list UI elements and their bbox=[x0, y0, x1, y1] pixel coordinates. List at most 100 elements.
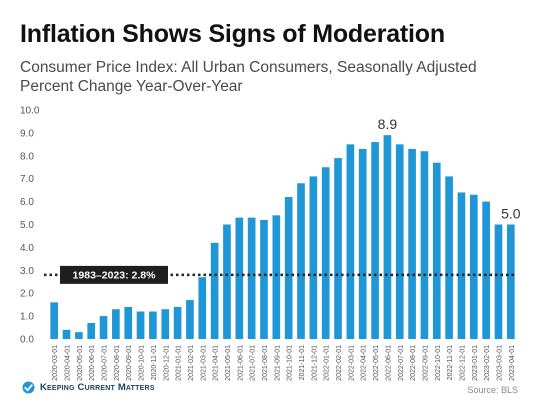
bar bbox=[309, 176, 318, 339]
bar bbox=[112, 309, 120, 339]
y-tick-label: 9.0 bbox=[20, 128, 34, 139]
bar bbox=[124, 306, 133, 339]
bar bbox=[297, 183, 305, 339]
bar bbox=[371, 142, 379, 339]
x-tick-label: 2020-03-01 bbox=[52, 345, 59, 381]
x-tick-label: 2023-02-01 bbox=[484, 345, 491, 381]
x-tick-label: 2021-12-01 bbox=[311, 345, 318, 381]
x-tick-label: 2020-04-01 bbox=[65, 345, 72, 381]
x-tick-label: 2020-08-01 bbox=[114, 345, 121, 381]
x-tick-label: 2022-12-01 bbox=[459, 345, 466, 381]
x-tick-label: 2022-06-01 bbox=[385, 345, 392, 381]
bar bbox=[50, 302, 58, 339]
x-tick-label: 2021-09-01 bbox=[274, 345, 281, 381]
bar bbox=[482, 201, 490, 339]
bar bbox=[62, 329, 71, 339]
reference-label: 1983–2023: 2.8% bbox=[73, 269, 157, 281]
x-tick-label: 2021-07-01 bbox=[250, 345, 257, 381]
x-tick-label: 2020-09-01 bbox=[126, 345, 133, 381]
x-tick-label: 2021-01-01 bbox=[176, 345, 183, 381]
bar bbox=[247, 217, 256, 339]
x-tick-label: 2020-11-01 bbox=[151, 345, 158, 380]
source-note: Source: BLS bbox=[467, 385, 518, 395]
y-tick-label: 7.0 bbox=[20, 174, 34, 185]
x-tick-label: 2020-05-01 bbox=[77, 345, 84, 381]
x-tick-label: 2022-05-01 bbox=[373, 345, 380, 381]
bar bbox=[445, 176, 453, 339]
x-tick-label: 2022-02-01 bbox=[336, 345, 343, 381]
y-tick-label: 6.0 bbox=[20, 197, 34, 208]
y-tick-label: 3.0 bbox=[20, 266, 34, 277]
bar bbox=[149, 311, 157, 339]
reference-label-box bbox=[60, 265, 168, 284]
x-tick-label: 2022-11-01 bbox=[447, 345, 454, 380]
bar bbox=[198, 277, 207, 339]
bar bbox=[494, 224, 503, 339]
bar bbox=[346, 144, 355, 339]
x-tick-label: 2021-02-01 bbox=[188, 345, 195, 381]
bar bbox=[420, 151, 429, 339]
y-tick-label: 2.0 bbox=[20, 289, 34, 300]
x-tick-label: 2020-12-01 bbox=[163, 345, 170, 381]
bar bbox=[432, 162, 441, 339]
x-tick-label: 2023-01-01 bbox=[472, 345, 479, 381]
bar bbox=[383, 135, 392, 339]
data-label: 5.0 bbox=[501, 206, 521, 222]
brand-name: Keeping Current Matters bbox=[40, 382, 155, 393]
bar bbox=[87, 322, 96, 339]
x-tick-label: 2021-03-01 bbox=[200, 345, 207, 381]
bar bbox=[75, 332, 83, 339]
x-tick-label: 2020-10-01 bbox=[139, 345, 146, 381]
x-tick-label: 2020-06-01 bbox=[89, 345, 96, 381]
bar bbox=[260, 219, 268, 339]
x-tick-label: 2021-11-01 bbox=[299, 345, 306, 380]
y-tick-label: 8.0 bbox=[20, 151, 34, 162]
x-tick-label: 2022-09-01 bbox=[422, 345, 429, 381]
x-tick-label: 2021-08-01 bbox=[262, 345, 269, 381]
bar bbox=[507, 224, 515, 339]
x-tick-label: 2022-01-01 bbox=[324, 345, 331, 381]
bar bbox=[161, 309, 170, 339]
bar bbox=[395, 144, 404, 339]
x-tick-label: 2021-06-01 bbox=[237, 345, 244, 381]
x-tick-label: 2021-05-01 bbox=[225, 345, 232, 381]
bar bbox=[321, 167, 330, 339]
brand-logo: Keeping Current Matters bbox=[22, 381, 155, 394]
bar bbox=[358, 148, 367, 339]
bar bbox=[334, 158, 342, 339]
chart-title: Inflation Shows Signs of Moderation bbox=[20, 20, 445, 48]
bar bbox=[235, 217, 244, 339]
x-tick-label: 2022-03-01 bbox=[348, 345, 355, 381]
x-tick-label: 2022-07-01 bbox=[398, 345, 405, 381]
x-tick-label: 2022-08-01 bbox=[410, 345, 417, 381]
subtitle-line-1: Consumer Price Index: All Urban Consumer… bbox=[20, 59, 477, 76]
y-tick-label: 10.0 bbox=[20, 106, 40, 117]
bar bbox=[284, 197, 293, 339]
bar bbox=[457, 192, 466, 339]
y-tick-label: 4.0 bbox=[20, 243, 34, 254]
y-tick-label: 5.0 bbox=[20, 220, 34, 231]
chart-subtitle: Consumer Price Index: All Urban Consumer… bbox=[20, 58, 477, 96]
bar bbox=[408, 148, 416, 339]
data-label: 8.9 bbox=[378, 116, 398, 132]
bar bbox=[223, 224, 231, 339]
bar bbox=[186, 300, 194, 339]
bar bbox=[210, 242, 219, 339]
kcm-logo-icon bbox=[22, 381, 35, 394]
y-tick-label: 1.0 bbox=[20, 312, 34, 323]
bar bbox=[136, 311, 145, 339]
x-tick-label: 2023-03-01 bbox=[496, 345, 503, 381]
x-tick-label: 2021-04-01 bbox=[213, 345, 220, 381]
subtitle-line-2: Percent Change Year-Over-Year bbox=[20, 78, 243, 95]
x-tick-label: 2022-04-01 bbox=[361, 345, 368, 381]
x-tick-label: 2023-04-01 bbox=[509, 345, 516, 381]
x-tick-label: 2020-07-01 bbox=[102, 345, 109, 381]
x-tick-label: 2022-10-01 bbox=[435, 345, 442, 381]
x-tick-label: 2021-10-01 bbox=[287, 345, 294, 381]
y-tick-label: 0.0 bbox=[20, 335, 34, 346]
bar bbox=[272, 215, 281, 339]
bar bbox=[469, 194, 478, 339]
bar bbox=[99, 316, 108, 339]
bar bbox=[173, 306, 182, 339]
